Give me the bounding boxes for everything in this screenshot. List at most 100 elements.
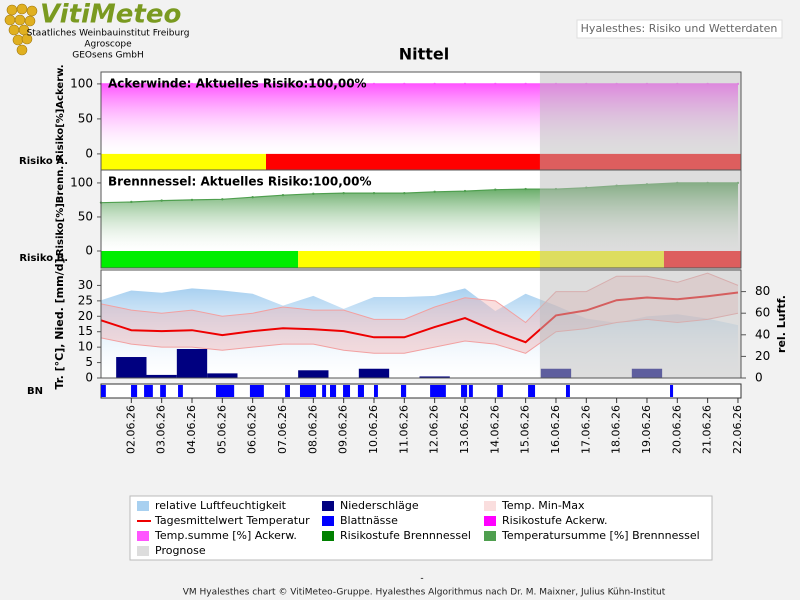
- legend-label: Risikostufe Ackerw.: [502, 514, 607, 527]
- leaf-wetness: [215, 385, 235, 397]
- leaf-wetness: [461, 385, 468, 397]
- temp-sum-point: [342, 82, 345, 86]
- temp-sum-point: [433, 82, 436, 86]
- precip-bar: [358, 368, 390, 378]
- legend-label: Temp. Min-Max: [501, 499, 585, 512]
- legend-swatch: [484, 516, 496, 526]
- y-tick-label: 15: [78, 324, 93, 338]
- temp-sum-point: [221, 198, 224, 201]
- legend-label: Blattnässe: [340, 514, 398, 527]
- org: Agroscope: [84, 40, 132, 50]
- plot-border: [100, 269, 742, 379]
- leaf-wetness: [357, 385, 364, 397]
- panel-annotation: Ackerwinde: Aktuelles Risiko:100,00%: [108, 77, 367, 91]
- leaf-wetness: [178, 385, 183, 397]
- y-tick-label: 100: [70, 175, 93, 189]
- temp-sum-point: [342, 191, 345, 195]
- y-tick-label: 5: [85, 355, 93, 369]
- page-title-box: [576, 19, 783, 39]
- legend-label: relative Luftfeuchtigkeit: [155, 499, 287, 512]
- precip-bar: [116, 357, 147, 378]
- legend-swatch: [137, 501, 149, 511]
- temp-sum-point: [251, 196, 254, 199]
- y-tick-label: 50: [78, 209, 93, 223]
- x-tick-label: 03.06.26: [155, 405, 168, 454]
- chart-title: Nittel: [399, 45, 450, 64]
- risk-segment: [101, 250, 299, 268]
- x-tick-label: 21.06.26: [701, 405, 714, 454]
- leaf-wetness: [330, 385, 337, 397]
- y-tick-label: 0: [85, 371, 93, 385]
- y-tick-label: 0: [85, 243, 93, 257]
- y-tick-label: 100: [70, 76, 93, 90]
- precip-bar: [207, 373, 238, 378]
- x-tick-label: 02.06.26: [124, 405, 137, 454]
- leaf-wetness: [343, 385, 351, 397]
- panel-annotation: Brennnessel: Aktuelles Risiko:100,00%: [108, 175, 372, 189]
- leaf-wetness: [400, 385, 407, 397]
- x-tick-label: 10.06.26: [367, 405, 380, 454]
- plot-border: [100, 169, 742, 269]
- risk-label: Risiko A.: [19, 156, 68, 167]
- temp-sum-point: [433, 190, 436, 193]
- risk-segment: [101, 153, 267, 170]
- leaf-wetness: [131, 385, 138, 397]
- leaf-wetness: [285, 385, 290, 397]
- legend-label: Temp.summe [%] Ackerw.: [154, 529, 297, 542]
- leaf-wetness: [249, 385, 264, 397]
- legend-label: Temperatursumme [%] Brennnessel: [501, 529, 700, 542]
- temp-sum-point: [190, 198, 194, 202]
- precip-bar: [298, 370, 329, 378]
- x-tick-label: 20.06.26: [670, 405, 683, 454]
- y2-tick-label: 60: [755, 306, 770, 320]
- leaf-wetness: [160, 385, 166, 397]
- temp-sum-point: [524, 82, 527, 86]
- temp-sum-point: [130, 82, 133, 86]
- x-tick-label: 19.06.26: [640, 405, 653, 454]
- y2-tick-label: 0: [755, 371, 763, 385]
- leaf-wetness: [144, 385, 153, 397]
- leaf-wetness: [497, 385, 503, 397]
- x-tick-label: 05.06.26: [215, 405, 228, 454]
- x-tick-label: 12.06.26: [428, 405, 441, 454]
- leaf-wetness: [468, 385, 473, 397]
- y-tick-label: 30: [78, 278, 93, 292]
- temp-sum-point: [221, 82, 224, 86]
- legend-swatch: [137, 531, 149, 541]
- x-tick-label: 11.06.26: [397, 405, 410, 454]
- org: Staatliches Weinbauinstitut Freiburg: [27, 29, 190, 39]
- y2-axis-label: rel. Luftf.: [775, 295, 788, 353]
- temp-sum-point: [463, 189, 467, 193]
- x-tick-label: 17.06.26: [579, 405, 592, 454]
- x-tick-label: 14.06.26: [488, 405, 501, 454]
- temp-sum-point: [281, 193, 285, 197]
- precip-bar: [146, 374, 177, 378]
- x-tick-label: 18.06.26: [610, 405, 623, 454]
- leaf-wetness: [373, 385, 378, 397]
- precip-bar: [419, 376, 450, 378]
- y-axis-label: Risiko[%]Ackerw.: [55, 64, 66, 161]
- legend-label: Tagesmittelwert Temperatur: [154, 514, 310, 527]
- x-tick-label: 08.06.26: [306, 405, 319, 454]
- temp-sum-point: [403, 82, 406, 86]
- y2-tick-label: 20: [755, 349, 770, 363]
- temp-sum-point: [403, 191, 406, 195]
- y-tick-label: 10: [78, 340, 93, 354]
- temp-sum-point: [190, 82, 194, 86]
- leaf-wetness: [322, 385, 327, 397]
- legend-label: Prognose: [155, 544, 206, 557]
- y2-tick-label: 80: [755, 284, 770, 298]
- prognose-overlay: [539, 72, 741, 378]
- leaf-wetness: [101, 385, 106, 397]
- y-axis-label: Risiko[%]Brenn.: [55, 166, 66, 256]
- temp-sum-point: [312, 82, 315, 86]
- temp-sum-point: [494, 82, 497, 86]
- temp-sum-point: [372, 191, 376, 195]
- temp-sum-point: [160, 199, 163, 202]
- risk-label: Risiko B.: [19, 253, 68, 264]
- leaf-wetness: [299, 385, 317, 397]
- leaf-label: BN: [27, 386, 43, 397]
- y-tick-label: 0: [85, 146, 93, 160]
- y-tick-label: 20: [78, 309, 93, 323]
- logo-grapes: [4, 3, 38, 56]
